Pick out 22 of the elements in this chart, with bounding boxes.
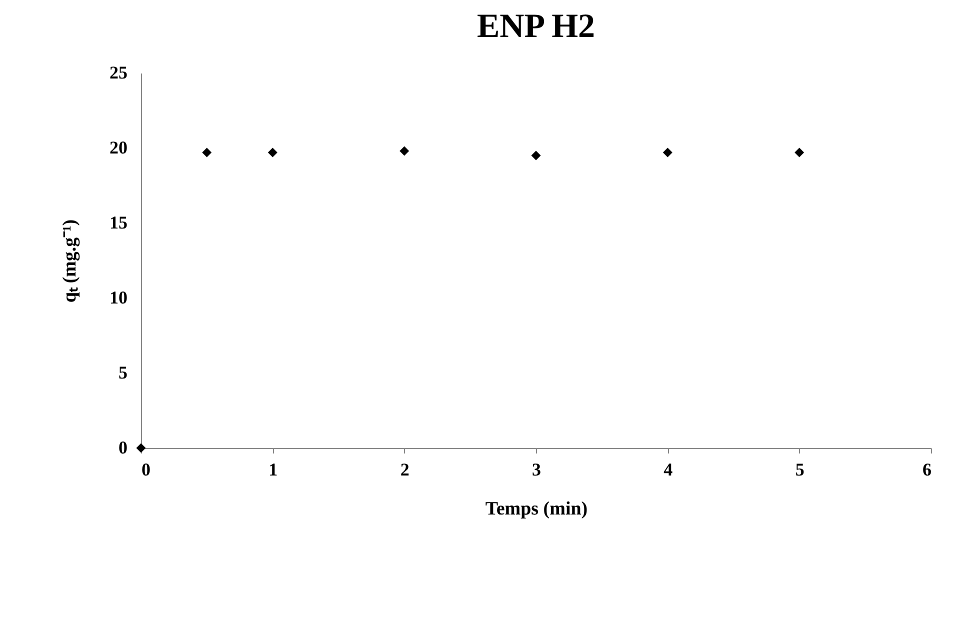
x-tick-label: 0 — [142, 460, 150, 480]
y-tick-label: 10 — [110, 288, 128, 308]
point — [202, 148, 212, 158]
point — [531, 150, 541, 160]
point — [794, 148, 804, 158]
chart-title: ENP H2 — [476, 8, 596, 45]
point — [268, 148, 278, 158]
y-tick-label: 5 — [118, 362, 128, 382]
y-axis-title: qₜ (mg.g⁻¹) — [60, 219, 80, 303]
x-tick-label: 6 — [922, 460, 932, 480]
x-axis-title: Temps (min) — [485, 498, 588, 520]
x-tick-label: 4 — [664, 460, 673, 480]
y-tick-label: 15 — [110, 212, 128, 232]
y-tick-label: 0 — [118, 438, 128, 458]
x-tick-label: 5 — [795, 460, 804, 480]
point — [400, 146, 410, 156]
x-tick-label: 3 — [532, 460, 541, 480]
point — [662, 148, 672, 158]
x-tick-label: 1 — [268, 460, 278, 480]
y-tick-label: 25 — [110, 62, 128, 82]
x-tick-label: 2 — [400, 460, 410, 480]
y-tick-label: 20 — [110, 138, 128, 158]
